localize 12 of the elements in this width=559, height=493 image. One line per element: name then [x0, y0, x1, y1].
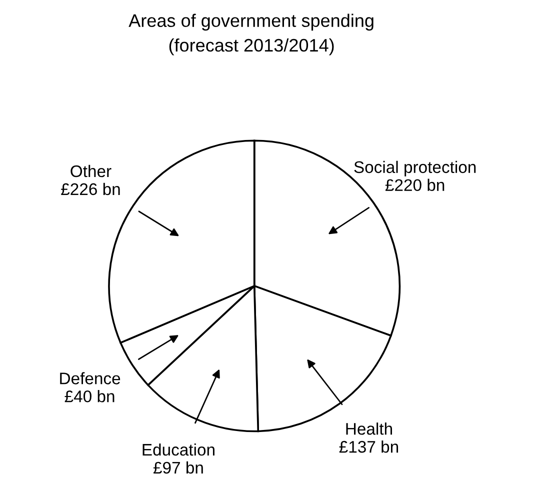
slice-label: Health [346, 422, 392, 435]
slice-label: Social protection [354, 160, 476, 176]
data-label: £226 bn [61, 182, 120, 196]
chart-title: Areas of government spending [128, 14, 374, 31]
slice-label: Education [142, 443, 214, 456]
data-label: £137 bn [339, 440, 398, 453]
slice-label: Other [70, 164, 112, 178]
data-label: £220 bn [385, 178, 444, 192]
chart-subtitle: (forecast 2013/2014) [169, 38, 334, 56]
data-label: £40 bn [64, 390, 114, 402]
data-label: £97 bn [153, 461, 203, 474]
slice-label: Defence [60, 372, 120, 384]
